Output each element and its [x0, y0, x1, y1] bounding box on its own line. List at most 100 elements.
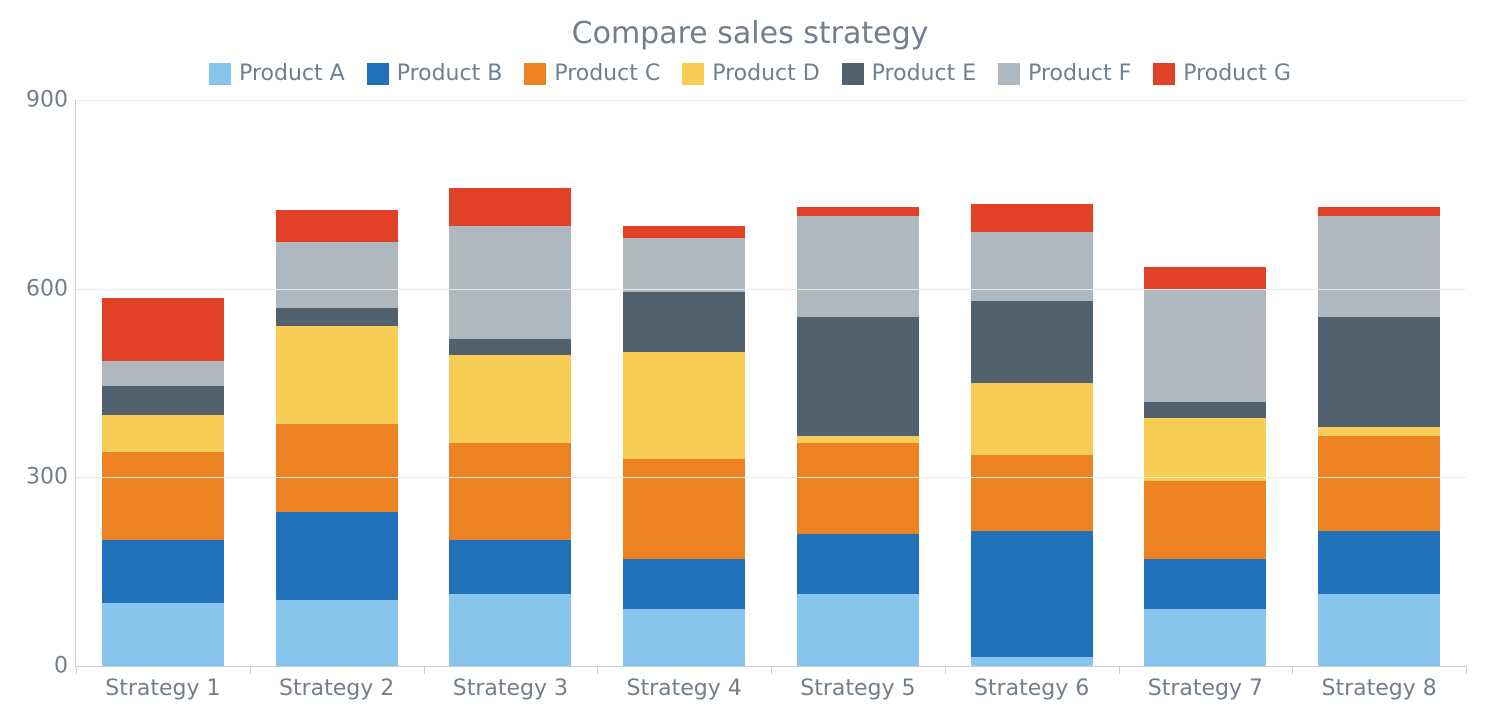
y-tick-label: 300 — [26, 465, 76, 490]
bar-segment-prod-e — [971, 301, 1093, 383]
bar-segment-prod-a — [1318, 594, 1440, 666]
x-tick-mark — [771, 666, 772, 674]
bar-segment-prod-d — [971, 383, 1093, 455]
bar-segment-prod-f — [449, 226, 571, 339]
bar-segment-prod-b — [623, 559, 745, 609]
bar-segment-prod-g — [623, 226, 745, 239]
bar-segment-prod-f — [971, 232, 1093, 301]
bar-segment-prod-g — [971, 204, 1093, 232]
bar-segment-prod-e — [623, 292, 745, 352]
legend-item-prod-c: Product C — [524, 61, 660, 86]
bar-segment-prod-c — [102, 452, 224, 540]
x-tick-label: Strategy 2 — [279, 676, 394, 701]
bar-segment-prod-d — [623, 352, 745, 459]
bar-segment-prod-e — [449, 339, 571, 355]
bar-segment-prod-d — [1318, 427, 1440, 436]
bars-container — [76, 100, 1466, 666]
legend-label: Product C — [554, 61, 660, 86]
bar-segment-prod-f — [1144, 289, 1266, 402]
legend-label: Product F — [1028, 61, 1131, 86]
plot-area: Strategy 1Strategy 2Strategy 3Strategy 4… — [75, 100, 1466, 667]
bar-segment-prod-g — [797, 207, 919, 216]
legend-swatch-prod-a — [209, 63, 231, 85]
gridline — [76, 289, 1466, 290]
bar-segment-prod-b — [1144, 559, 1266, 609]
bar-segment-prod-g — [1144, 267, 1266, 289]
bar-segment-prod-a — [971, 657, 1093, 666]
x-tick-label: Strategy 8 — [1321, 676, 1436, 701]
bar-segment-prod-b — [102, 540, 224, 603]
x-tick-mark — [1466, 666, 1467, 674]
legend-item-prod-a: Product A — [209, 61, 345, 86]
chart-root: Compare sales strategy Product AProduct … — [0, 0, 1500, 724]
legend-swatch-prod-f — [998, 63, 1020, 85]
legend-label: Product D — [712, 61, 819, 86]
bar-segment-prod-e — [1144, 402, 1266, 418]
bar-column — [1144, 267, 1266, 666]
bar-segment-prod-c — [1318, 436, 1440, 530]
bar-segment-prod-d — [102, 415, 224, 453]
bar-column — [102, 298, 224, 666]
bar-segment-prod-d — [1144, 418, 1266, 481]
x-tick-label: Strategy 1 — [105, 676, 220, 701]
legend-swatch-prod-g — [1153, 63, 1175, 85]
bar-column — [797, 207, 919, 666]
bar-segment-prod-c — [971, 455, 1093, 530]
bar-segment-prod-a — [1144, 609, 1266, 666]
bar-segment-prod-a — [276, 600, 398, 666]
bar-segment-prod-c — [1144, 481, 1266, 560]
bar-segment-prod-d — [449, 355, 571, 443]
bar-segment-prod-c — [449, 443, 571, 540]
bar-segment-prod-c — [276, 424, 398, 512]
bar-segment-prod-f — [623, 238, 745, 291]
y-tick-label: 0 — [54, 654, 76, 679]
bar-segment-prod-a — [623, 609, 745, 666]
legend: Product A Product B Product C Product D Prod… — [0, 61, 1500, 86]
bar-column — [1318, 207, 1440, 666]
x-tick-label: Strategy 3 — [453, 676, 568, 701]
x-tick-mark — [1119, 666, 1120, 674]
bar-column — [449, 188, 571, 666]
x-tick-mark — [945, 666, 946, 674]
legend-swatch-prod-d — [682, 63, 704, 85]
legend-swatch-prod-b — [367, 63, 389, 85]
bar-column — [971, 204, 1093, 666]
legend-label: Product E — [872, 61, 976, 86]
bar-segment-prod-e — [276, 308, 398, 327]
bar-segment-prod-g — [1318, 207, 1440, 216]
y-tick-label: 600 — [26, 276, 76, 301]
bar-segment-prod-a — [797, 594, 919, 666]
legend-label: Product A — [239, 61, 345, 86]
bar-segment-prod-f — [1318, 216, 1440, 317]
bar-segment-prod-a — [102, 603, 224, 666]
legend-item-prod-g: Product G — [1153, 61, 1291, 86]
bar-segment-prod-b — [797, 534, 919, 594]
x-tick-label: Strategy 4 — [626, 676, 741, 701]
bar-segment-prod-g — [102, 298, 224, 361]
legend-item-prod-d: Product D — [682, 61, 819, 86]
bar-segment-prod-f — [797, 216, 919, 317]
x-axis: Strategy 1 Strategy 2 Strategy 3 Strategy 4… — [76, 666, 1466, 714]
bar-segment-prod-f — [102, 361, 224, 386]
bar-segment-prod-b — [276, 512, 398, 600]
bar-segment-prod-b — [971, 531, 1093, 657]
x-tick-mark — [250, 666, 251, 674]
x-tick-mark — [1292, 666, 1293, 674]
x-tick-label: Strategy 5 — [800, 676, 915, 701]
x-tick-mark — [597, 666, 598, 674]
bar-segment-prod-d — [276, 326, 398, 423]
bar-segment-prod-e — [1318, 317, 1440, 427]
x-tick-mark — [76, 666, 77, 674]
chart-title: Compare sales strategy — [0, 16, 1500, 51]
legend-label: Product G — [1183, 61, 1291, 86]
y-tick-label: 900 — [26, 88, 76, 113]
gridline — [76, 100, 1466, 101]
legend-item-prod-b: Product B — [367, 61, 503, 86]
gridline — [76, 477, 1466, 478]
x-tick-label: Strategy 7 — [1148, 676, 1263, 701]
bar-column — [276, 210, 398, 666]
legend-swatch-prod-c — [524, 63, 546, 85]
bar-segment-prod-e — [102, 386, 224, 414]
x-tick-label: Strategy 6 — [974, 676, 1089, 701]
legend-label: Product B — [397, 61, 503, 86]
